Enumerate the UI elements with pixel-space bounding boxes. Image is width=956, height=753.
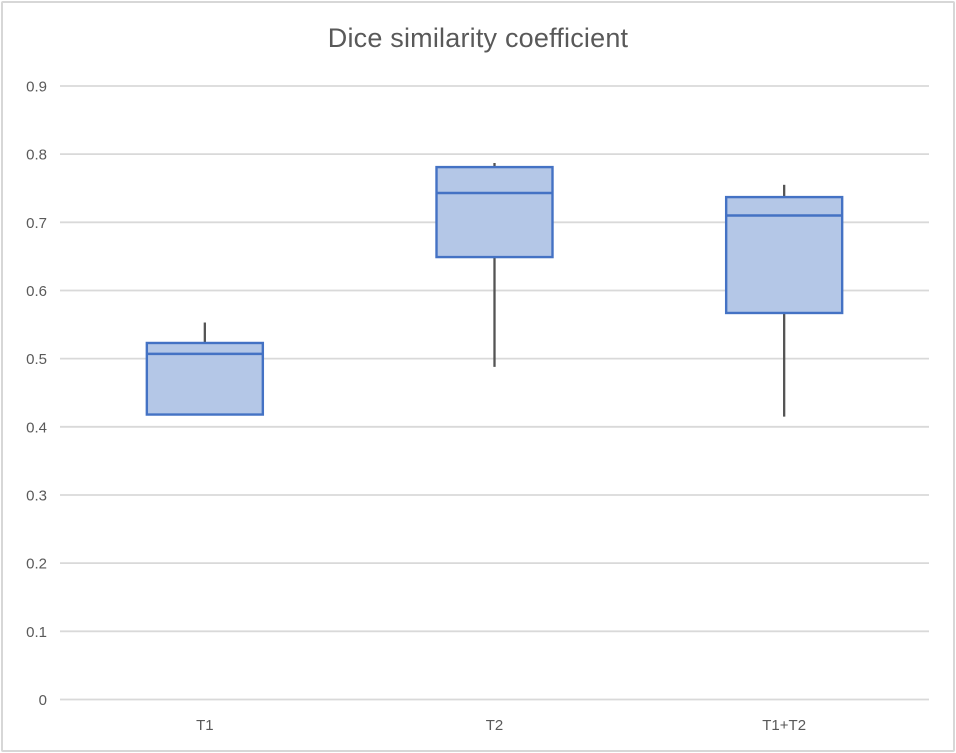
ytick-label-0.6: 0.6 bbox=[26, 283, 47, 300]
ytick-label-0.9: 0.9 bbox=[26, 78, 47, 95]
ytick-label-0.2: 0.2 bbox=[26, 556, 47, 573]
ytick-label-0.3: 0.3 bbox=[26, 487, 47, 504]
ytick-label-0.4: 0.4 bbox=[26, 419, 47, 436]
ytick-label-0.1: 0.1 bbox=[26, 624, 47, 641]
chart-title: Dice similarity coefficient bbox=[327, 23, 629, 53]
ytick-label-0: 0 bbox=[39, 692, 47, 709]
xtick-label-T1: T1 bbox=[196, 717, 214, 734]
xtick-label-T2: T2 bbox=[486, 717, 504, 734]
ytick-label-0.5: 0.5 bbox=[26, 351, 47, 368]
ytick-label-0.7: 0.7 bbox=[26, 215, 47, 232]
ytick-label-0.8: 0.8 bbox=[26, 147, 47, 164]
box-T2 bbox=[435, 165, 554, 259]
boxplot-svg: 0 0.1 0.2 0.3 0.4 0.5 0.6 0.7 0.8 0.9 T1 T2 T1+T2 bbox=[26, 78, 929, 734]
xtick-label-T1+T2: T1+T2 bbox=[762, 717, 806, 734]
